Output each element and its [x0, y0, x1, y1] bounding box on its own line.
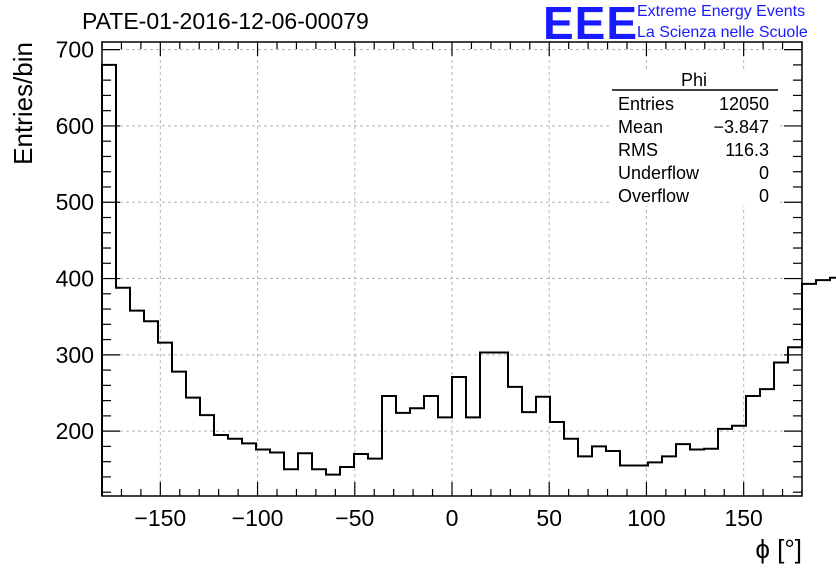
logo-subtitle-2: La Scienza nelle Scuole: [637, 24, 808, 41]
histogram-bin: [676, 444, 690, 496]
histogram-bin: [144, 321, 158, 496]
histogram-bin: [662, 456, 676, 496]
histogram-bin: [200, 415, 214, 496]
histogram-bin: [186, 398, 200, 496]
stats-label-rms: RMS: [618, 140, 658, 160]
stats-value-mean: −3.847: [713, 117, 769, 137]
histogram-bin: [802, 284, 816, 496]
histogram-bin: [592, 446, 606, 496]
histogram-bin: [536, 397, 550, 496]
histogram-bin: [130, 311, 144, 496]
histogram-bin: [690, 449, 704, 496]
histogram-bin: [578, 456, 592, 496]
x-tick-label: −150: [134, 505, 186, 531]
histogram-bin: [648, 462, 662, 496]
histogram-bin: [158, 343, 172, 496]
histogram-bin: [480, 353, 494, 496]
y-tick-label: 300: [56, 342, 94, 368]
histogram-bin: [172, 372, 186, 496]
x-tick-label: −100: [232, 505, 284, 531]
chart-title: PATE-01-2016-12-06-00079: [82, 8, 369, 34]
y-tick-label: 700: [56, 37, 94, 63]
y-tick-label: 200: [56, 418, 94, 444]
histogram-bin: [816, 280, 830, 496]
histogram-bin: [452, 377, 466, 496]
x-tick-label: −50: [335, 505, 374, 531]
y-tick-label: 600: [56, 113, 94, 139]
y-tick-label: 400: [56, 266, 94, 292]
stats-value-entries: 12050: [719, 94, 769, 114]
histogram-bin: [340, 467, 354, 496]
tick-layer: −150 −100 −50 0 50 100 150 200 300 400 500 600 700: [56, 37, 803, 531]
histogram-bin: [718, 429, 732, 496]
logo-subtitle-1: Extreme Energy Events: [637, 3, 806, 20]
histogram-bin: [214, 435, 228, 496]
x-tick-label: 100: [627, 505, 665, 531]
x-tick-label: 50: [536, 505, 562, 531]
histogram-bin: [424, 396, 438, 496]
y-tick-label: 500: [56, 189, 94, 215]
histogram-bin: [522, 412, 536, 496]
histogram-bin: [704, 449, 718, 496]
histogram-bin: [354, 454, 368, 496]
histogram-bin: [466, 417, 480, 496]
stats-value-overflow: 0: [759, 186, 769, 206]
stats-box: Phi Entries 12050 Mean −3.847 RMS 116.3 …: [610, 70, 778, 206]
histogram-bin: [298, 453, 312, 496]
histogram-bin: [312, 469, 326, 496]
histogram-step-line: [101, 63, 836, 496]
stats-label-overflow: Overflow: [618, 186, 690, 206]
histogram-bin: [438, 417, 452, 496]
histogram-bin: [564, 439, 578, 496]
histogram-bin: [326, 475, 340, 496]
stats-label-entries: Entries: [618, 94, 674, 114]
histogram-bin: [410, 408, 424, 496]
stats-value-rms: 116.3: [725, 140, 769, 160]
stats-value-underflow: 0: [759, 163, 769, 183]
histogram-bin: [550, 422, 564, 496]
stats-box-background: [610, 72, 778, 206]
histogram-bin: [396, 413, 410, 496]
histogram-bin: [368, 459, 382, 496]
histogram-bin: [382, 396, 396, 496]
histogram-bin: [746, 396, 760, 496]
histogram-bin: [508, 387, 522, 496]
stats-label-underflow: Underflow: [618, 163, 700, 183]
x-tick-label: 0: [446, 505, 459, 531]
histogram-bin: [228, 439, 242, 496]
histogram-bin: [116, 288, 130, 496]
histogram-bin: [242, 443, 256, 496]
histogram-bin: [760, 389, 774, 496]
histogram-bin: [830, 278, 836, 496]
x-axis-label: ϕ [°]: [755, 534, 802, 564]
histogram-bin: [494, 353, 508, 496]
y-axis-label: Entries/bin: [8, 42, 38, 165]
x-tick-label: 150: [724, 505, 762, 531]
eee-logo: EEE: [543, 0, 639, 49]
histogram-bin: [774, 362, 788, 496]
stats-box-title: Phi: [681, 70, 707, 90]
stats-label-mean: Mean: [618, 117, 663, 137]
